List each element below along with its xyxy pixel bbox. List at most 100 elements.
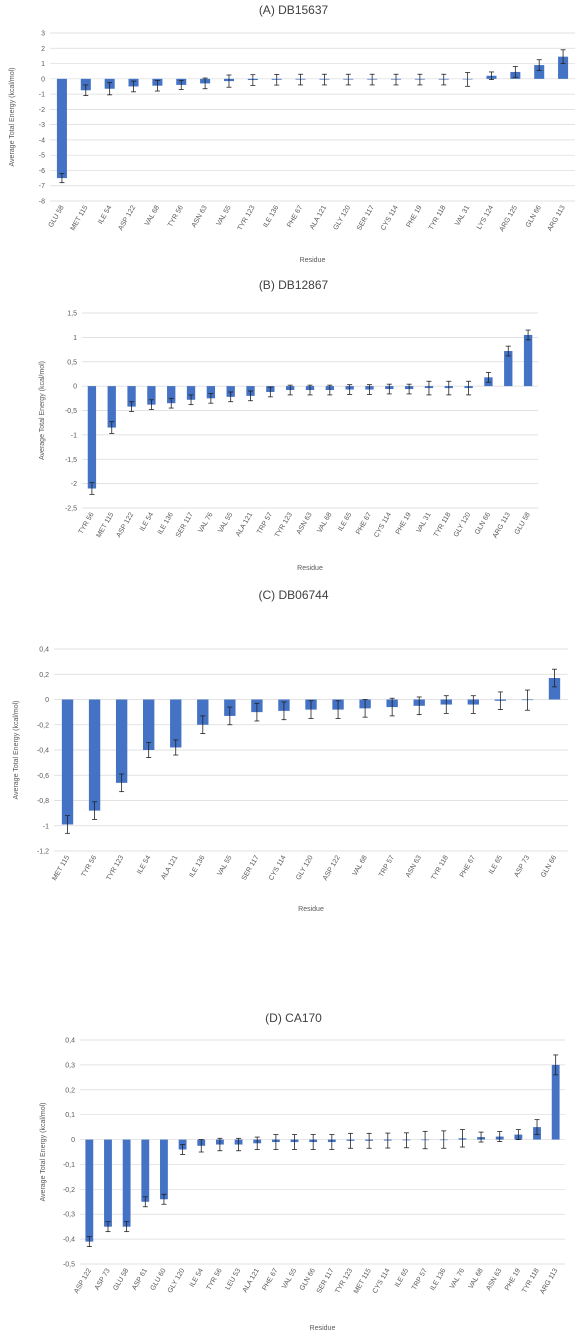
x-tick-label: ASN 63	[405, 854, 423, 878]
bar	[160, 1139, 168, 1200]
bar	[115, 699, 128, 783]
y-tick-label: -6	[39, 168, 45, 175]
x-tick-label: VAL 68	[316, 511, 333, 534]
x-tick-label: ILE 136	[157, 511, 175, 535]
x-tick-label: ILE 65	[337, 511, 353, 532]
bar	[558, 56, 569, 79]
x-tick-label: MET 115	[353, 1267, 373, 1295]
x-tick-label: VAL 31	[454, 204, 471, 227]
y-axis-label: Average Total Energy (kcal/mol)	[13, 701, 20, 800]
y-tick-label: -5	[39, 153, 45, 160]
x-axis-label: Residue	[297, 565, 323, 572]
x-axis-label: Residue	[298, 906, 324, 913]
y-tick-label: -0,1	[63, 1162, 75, 1169]
x-tick-label: VAL 68	[468, 1267, 485, 1290]
bar	[167, 386, 176, 404]
chart-title: (C) DB06744	[258, 588, 328, 602]
x-tick-label: PHE 19	[395, 511, 413, 535]
chart-panel-d: (D) CA170 -0,5 -0,4 -0,3 -0,2 -0,1 0 0,1 0,2 0,3 0…	[0, 1000, 587, 1342]
y-tick-label: -0,5	[63, 1262, 75, 1269]
x-tick-label: CYS 114	[372, 1267, 392, 1294]
chart-panel-b: (B) DB12867 -2,5 -2 -1,5 -1 -0,5 0 0,5 1 1,5 Avera…	[0, 275, 587, 580]
x-tick-label: SER 117	[356, 204, 376, 231]
x-tick-label: ALA 121	[242, 1267, 261, 1294]
y-axis-label: Average Total Energy (kcal/mol)	[39, 361, 46, 460]
y-tick-label: -1	[43, 823, 49, 830]
x-tick-label: MET 115	[96, 511, 116, 539]
x-tick-label: ASP 122	[322, 854, 342, 881]
y-tick-label: 0	[45, 697, 49, 704]
x-tick-label: GLU 60	[150, 1267, 168, 1291]
bar	[170, 699, 182, 748]
bar	[127, 386, 136, 407]
y-tick-label: 0,3	[65, 1062, 75, 1069]
x-tick-label: SER 117	[316, 1267, 336, 1294]
x-tick-label: ARG 113	[492, 511, 512, 539]
x-tick-label: GLN 66	[525, 204, 543, 228]
x-tick-label: ASP 122	[115, 511, 135, 538]
x-tick-label: CYS 114	[268, 854, 288, 881]
x-tick-label: ALA 121	[309, 204, 328, 231]
y-tick-label: -0,4	[37, 748, 49, 755]
y-tick-label: 0,4	[39, 647, 49, 654]
bar	[504, 351, 513, 387]
x-tick-label: ASN 63	[296, 511, 314, 535]
x-tick-label: TYR 56	[80, 854, 98, 878]
x-tick-label: ILE 136	[262, 204, 280, 228]
y-tick-label: 1	[73, 335, 77, 342]
x-tick-label: PHE 67	[459, 854, 477, 878]
x-tick-label: ARG 113	[547, 204, 567, 232]
y-tick-label: 0,1	[65, 1112, 75, 1119]
x-tick-label: ALA 121	[235, 511, 254, 538]
y-tick-label: -8	[39, 199, 45, 206]
y-tick-label: 1,5	[67, 311, 77, 318]
chart-d: (D) CA170 -0,5 -0,4 -0,3 -0,2 -0,1 0 0,1 0,2 0,3 0…	[40, 1011, 565, 1332]
x-tick-label: ASP 122	[73, 1267, 93, 1294]
bar	[141, 1139, 150, 1202]
x-tick-label: TYR 123	[274, 511, 294, 539]
bar	[122, 1139, 131, 1227]
x-tick-label: TYR 123	[237, 204, 257, 232]
x-tick-label: ASP 61	[131, 1267, 149, 1291]
y-tick-label: 0	[41, 76, 45, 83]
x-tick-label: CYS 114	[380, 204, 400, 231]
x-tick-label: TRP 57	[378, 854, 396, 878]
x-tick-label: PHE 67	[286, 204, 304, 228]
x-axis-label: Residue	[310, 1325, 336, 1332]
bar	[104, 1139, 112, 1227]
x-tick-label: MET 115	[51, 854, 71, 882]
y-tick-label: -1	[39, 92, 45, 99]
x-tick-label: CYS 114	[373, 511, 393, 538]
x-tick-label: ASP 73	[513, 854, 531, 878]
chart-a: (A) DB15637 -8 -7 -6 -5 -4 -3 -2 -1 0 1 2 3 Average T…	[9, 3, 575, 264]
x-tick-label: ILE 54	[97, 204, 113, 225]
x-tick-label: ARG 125	[499, 204, 520, 233]
x-tick-label: TYR 118	[428, 204, 448, 231]
x-tick-label: GLU 58	[112, 1267, 130, 1291]
x-tick-label: GLY 120	[453, 511, 473, 538]
y-tick-label: -0,2	[37, 722, 49, 729]
y-tick-label: -2	[71, 481, 77, 488]
x-tick-label: LEU 53	[225, 1267, 243, 1291]
y-tick-label: -0,5	[65, 408, 77, 415]
bar	[88, 699, 101, 811]
y-tick-label: -0,4	[63, 1237, 75, 1244]
chart-title: (B) DB12867	[259, 278, 329, 292]
y-tick-label: -2,5	[65, 506, 77, 513]
x-tick-label: VAL 55	[216, 204, 233, 227]
x-tick-label: GLN 66	[474, 511, 492, 535]
x-tick-label: PHE 19	[504, 1267, 522, 1291]
y-tick-label: 0,4	[65, 1038, 75, 1045]
x-tick-label: PHE 19	[405, 204, 423, 228]
x-tick-label: TYR 56	[206, 1267, 224, 1291]
x-tick-label: GLU 58	[48, 204, 66, 228]
x-tick-label: ILE 65	[488, 854, 504, 875]
x-tick-label: TYR 118	[521, 1267, 541, 1294]
chart-title: (A) DB15637	[259, 3, 329, 17]
x-tick-label: TYR 56	[167, 204, 185, 228]
x-tick-label: TYR 118	[433, 511, 453, 538]
x-tick-label: GLU 58	[514, 511, 532, 535]
chart-panel-c: (C) DB06744 -1,2 -1 -0,8 -0,6 -0,4 -0,2 0 0,2 0,4…	[0, 585, 587, 930]
x-tick-label: VAL 76	[449, 1267, 466, 1290]
x-tick-label: TYR 123	[105, 854, 125, 882]
